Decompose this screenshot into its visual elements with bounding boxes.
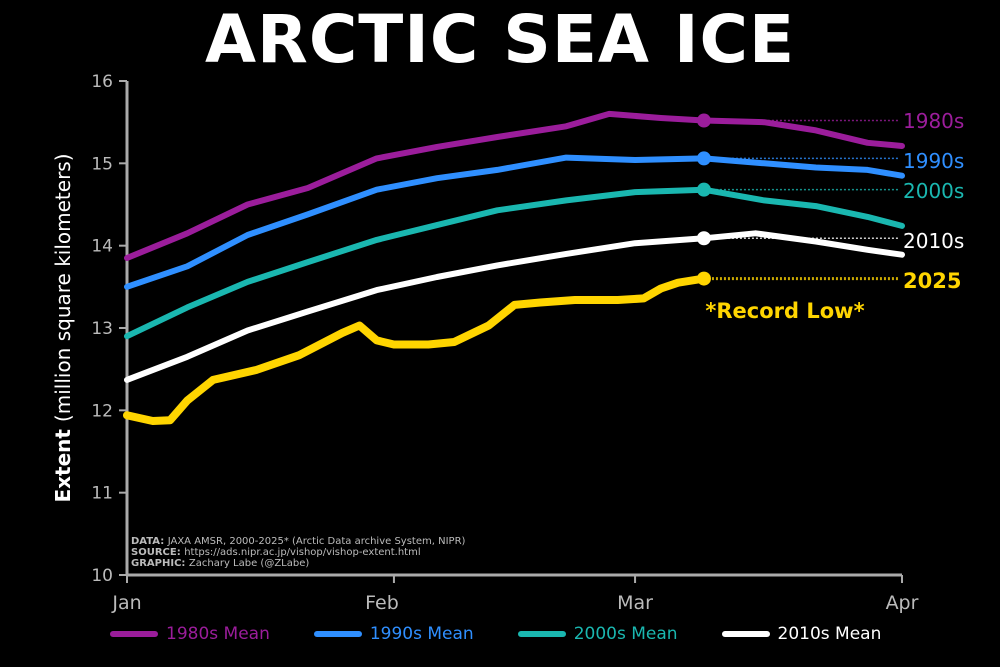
y-tick-label: 10 [91,566,113,586]
series-line-2010s [124,230,905,383]
legend-swatch [110,631,158,637]
marker-point-2010s [696,231,711,246]
legend-label: 2010s Mean [777,624,882,644]
series-line-2000s [124,186,905,340]
series-label-2010s: 2010s [903,229,964,253]
y-tick-label: 15 [91,154,113,174]
chart-title: ARCTIC SEA ICE [204,1,796,78]
y-tick-label: 13 [91,319,113,339]
series-label-1980s: 1980s [903,109,964,133]
legend-item: 1980s Mean [110,624,270,644]
marker-point-2025 [696,271,711,286]
x-tick-label: Feb [365,592,399,614]
legend-label: 1980s Mean [166,624,270,644]
series-line-2025 [123,274,708,425]
marker-point-2000s [696,182,711,197]
marker-point-1990s [696,151,711,166]
legend-swatch [721,631,770,637]
x-tick-label: Mar [617,592,653,614]
credit-line: DATA: JAXA AMSR, 2000-2025* (Arctic Data… [131,536,466,547]
y-tick-label: 11 [91,484,113,504]
legend-item: 1990s Mean [313,624,474,644]
series-label-2000s: 2000s [903,179,964,203]
legend-item: 2010s Mean [721,624,882,644]
legend-item: 2000s Mean [517,624,678,644]
credit-line: SOURCE: https://ads.nipr.ac.jp/vishop/vi… [131,547,421,558]
series-line-1990s [124,154,905,290]
y-tick-label: 12 [91,401,113,421]
x-tick-label: Jan [111,592,141,614]
y-tick-label: 14 [91,237,113,257]
series-label-1990s: 1990s [903,149,964,173]
record-low-annotation: *Record Low* [705,299,864,323]
legend: 1980s Mean 1990s Mean 2000s Mean 2010s Mean [110,624,930,644]
series-label-2025: 2025 [903,269,961,293]
y-tick-label: 16 [91,72,113,92]
legend-label: 2000s Mean [573,624,678,644]
x-tick-label: Apr [886,592,919,614]
legend-swatch [517,631,566,637]
legend-swatch [313,631,362,637]
y-axis-label: Extent (million square kilometers) [51,153,75,502]
credit-line: GRAPHIC: Zachary Labe (@ZLabe) [131,558,309,569]
marker-point-1980s [696,113,711,128]
legend-label: 1990s Mean [369,624,474,644]
series-line-1980s [124,110,905,261]
